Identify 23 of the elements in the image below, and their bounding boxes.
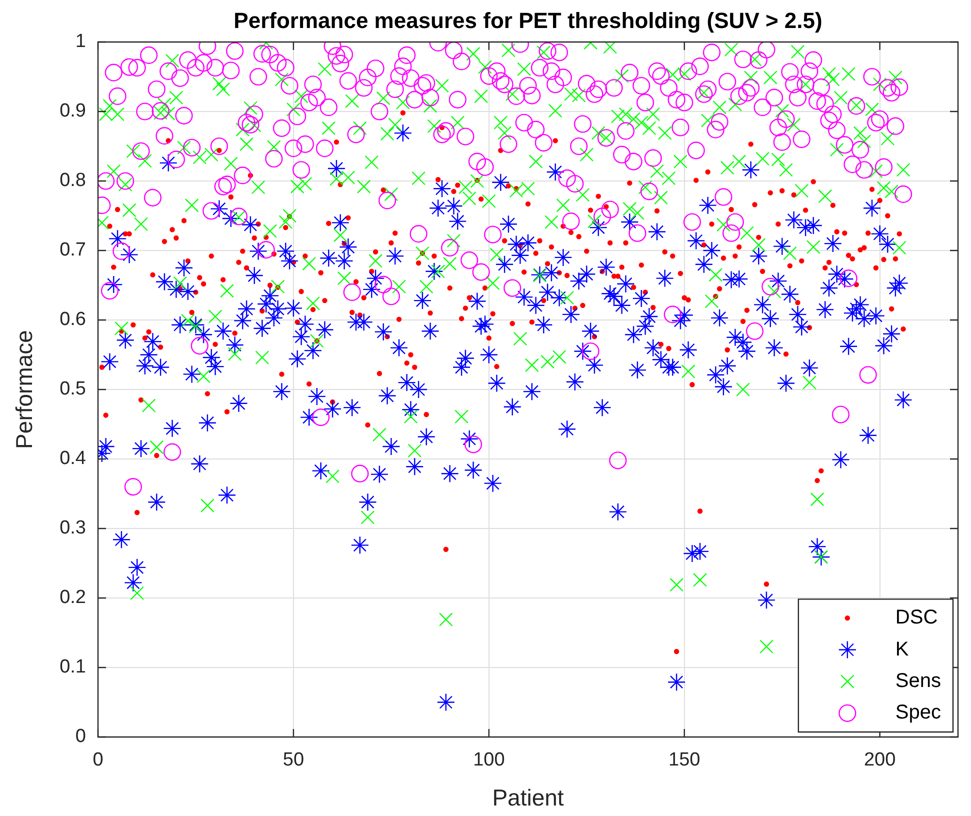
y-tick-label: 0.4: [60, 448, 86, 470]
chart-title: Performance measures for PET thresholding (SUV > 2.5): [234, 8, 822, 34]
y-tick-label: 0: [75, 726, 86, 748]
y-tick-label: 0.5: [60, 378, 86, 400]
legend-label: DSC: [895, 606, 938, 629]
x-tick-label: 0: [92, 750, 104, 771]
y-tick-label: 0.8: [60, 170, 86, 192]
y-tick-label: 0.6: [60, 309, 86, 330]
y-tick-label: 1: [75, 31, 86, 52]
y-axis-title: Performace: [11, 330, 38, 449]
legend-label: Sens: [895, 670, 942, 692]
legend-label: K: [895, 638, 910, 660]
x-tick-label: 150: [668, 750, 700, 771]
x-tick-label: 200: [864, 750, 896, 771]
x-tick-label: 100: [473, 750, 505, 771]
legend-label: Spec: [895, 702, 942, 724]
x-tick-label: 50: [282, 750, 304, 771]
y-tick-label: 0.7: [60, 240, 86, 261]
y-tick-label: 0.2: [60, 587, 86, 608]
x-axis-title: Patient: [492, 784, 564, 811]
y-tick-label: 0.1: [60, 656, 86, 678]
y-tick-label: 0.3: [60, 518, 86, 539]
y-tick-label: 0.9: [60, 100, 86, 122]
